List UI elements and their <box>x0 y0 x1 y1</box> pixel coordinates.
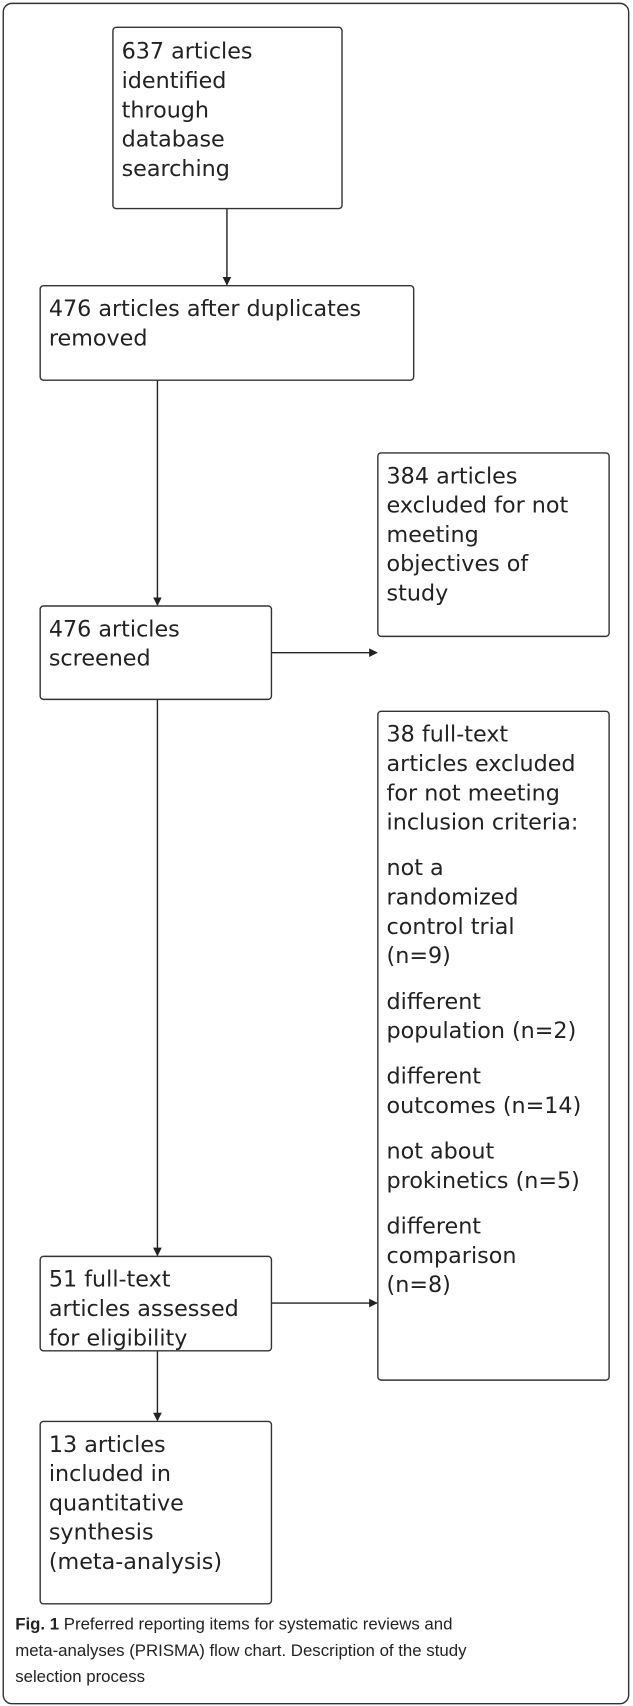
arrows <box>153 208 378 1422</box>
node-text: through <box>122 97 209 123</box>
caption-text: Preferred reporting items for systematic… <box>64 1615 453 1634</box>
node-box <box>39 605 273 701</box>
caption-line: selection process <box>15 1667 145 1686</box>
reason-text: prokinetics (n=5) <box>387 1168 580 1194</box>
node: 51 full-text articles assessed for eligibi… <box>39 1255 273 1352</box>
node-box <box>377 710 610 1381</box>
node-text: articles excluded <box>387 751 576 777</box>
caption-label: Fig. 1 <box>15 1615 59 1634</box>
node-box <box>39 1255 273 1352</box>
node-text: inclusion criteria: <box>387 810 579 836</box>
node-text: excluded for not <box>387 493 569 519</box>
caption-line: meta-analyses (PRISMA) flow chart. Descr… <box>15 1641 467 1660</box>
node-text: synthesis <box>49 1520 154 1546</box>
node-box <box>377 452 610 638</box>
node-text: study <box>387 581 449 607</box>
reason-text: comparison <box>387 1243 517 1269</box>
node-text: screened <box>49 646 151 672</box>
node-box <box>39 1420 273 1605</box>
node-box <box>112 26 343 210</box>
reason-text: randomized <box>387 885 519 911</box>
reason-text: not about <box>387 1139 495 1165</box>
node-box <box>39 284 415 381</box>
node: 637 articles identified through database sea… <box>112 26 343 210</box>
node-text: 13 articles <box>49 1432 166 1458</box>
node-text: identified <box>122 68 227 94</box>
node-text: 637 articles <box>122 39 253 65</box>
node-text: removed <box>49 325 148 351</box>
node-text: 384 articles <box>387 463 518 489</box>
node-text: for eligibility <box>49 1325 188 1351</box>
caption-line: Fig. 1 Preferred reporting items for sys… <box>15 1615 452 1634</box>
node-text: database <box>122 127 225 153</box>
node: 476 articles after duplicates removed <box>39 284 415 381</box>
reason-text: control trial <box>387 914 515 940</box>
node-text: for not meeting <box>387 780 560 806</box>
node-text: objectives of <box>387 551 530 577</box>
node: 384 articles excluded for not meeting objec… <box>377 452 610 638</box>
node: 38 full-text articles excluded for not mee… <box>377 710 610 1381</box>
node-text: meeting <box>387 522 479 548</box>
reason-text: not a <box>387 855 444 881</box>
node-text: 476 articles <box>49 616 180 642</box>
node: 13 articles included in quantitative synthe… <box>39 1420 273 1605</box>
node-text: searching <box>122 156 230 182</box>
reason-text: population (n=2) <box>387 1018 577 1044</box>
node: 476 articles screened <box>39 605 273 701</box>
node-text: 51 full-text <box>49 1267 171 1293</box>
reason-text: different <box>387 1214 482 1240</box>
node-text: quantitative <box>49 1490 184 1516</box>
node-text: included in <box>49 1461 171 1487</box>
reason-text: (n=9) <box>387 943 451 969</box>
node-text: 476 articles after duplicates <box>49 296 361 322</box>
reason-text: different <box>387 1064 482 1090</box>
node-text: articles assessed <box>49 1296 239 1322</box>
reason-text: outcomes (n=14) <box>387 1093 582 1119</box>
node-text: 38 full-text <box>387 722 509 748</box>
reason-text: different <box>387 989 482 1015</box>
reason-text: (n=8) <box>387 1272 451 1298</box>
node-text: (meta-analysis) <box>49 1549 222 1575</box>
